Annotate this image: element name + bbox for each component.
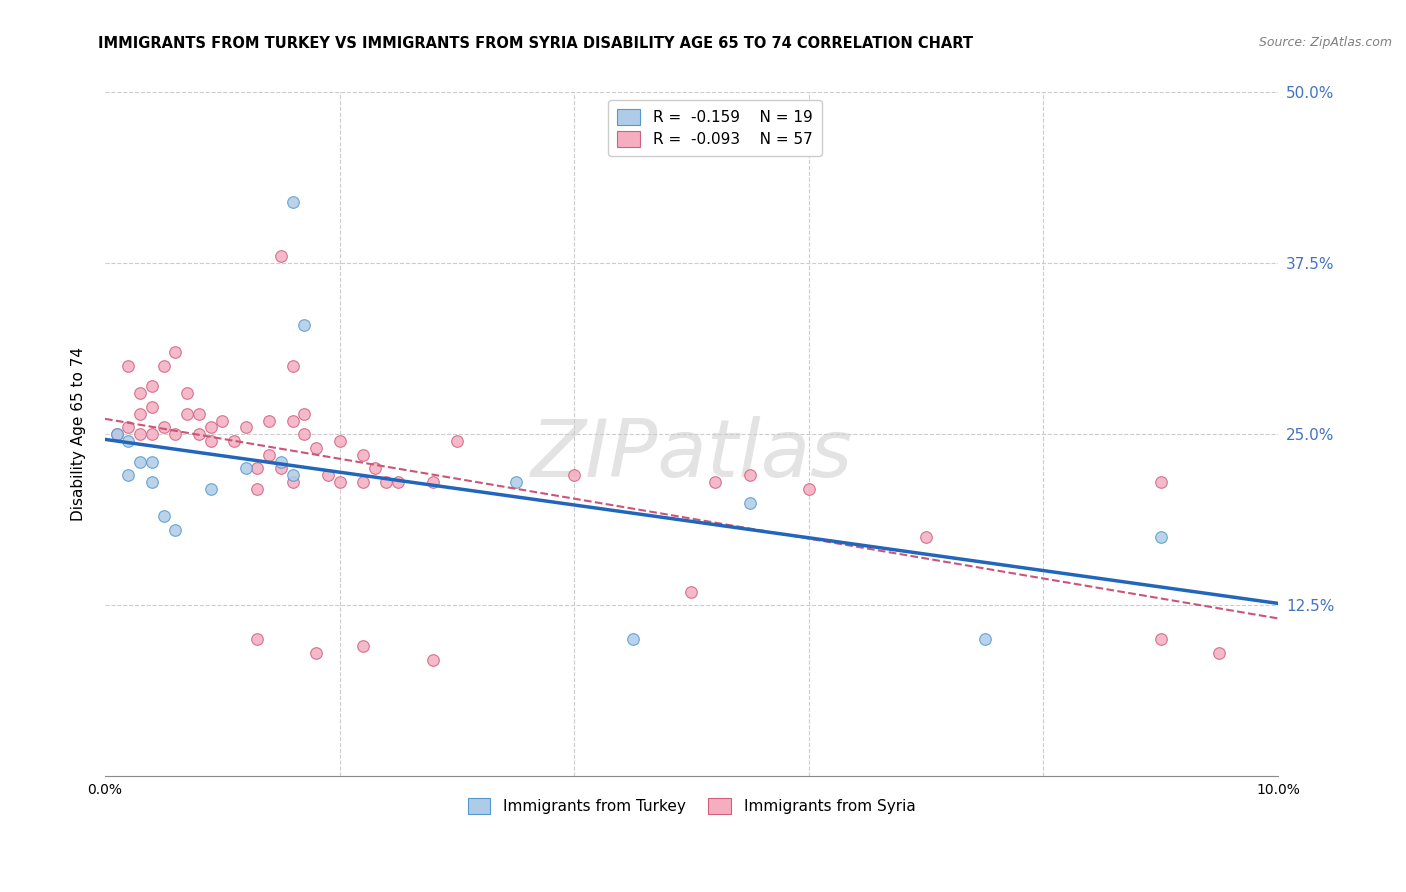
Point <box>375 475 398 490</box>
Point <box>129 455 152 469</box>
Point <box>257 414 280 428</box>
Point <box>165 345 187 359</box>
Point <box>1149 632 1171 647</box>
Point <box>281 475 304 490</box>
Point <box>141 455 163 469</box>
Point <box>165 427 187 442</box>
Point <box>117 434 139 449</box>
Point <box>187 427 209 442</box>
Point <box>387 475 409 490</box>
Point <box>117 468 139 483</box>
Point <box>141 400 163 414</box>
Point <box>281 414 304 428</box>
Text: ZIPatlas: ZIPatlas <box>530 416 852 494</box>
Point <box>505 475 527 490</box>
Point <box>200 482 222 496</box>
Point <box>352 448 374 462</box>
Point <box>329 434 352 449</box>
Point <box>446 434 468 449</box>
Point <box>165 523 187 537</box>
Point <box>703 475 725 490</box>
Point <box>316 468 339 483</box>
Point <box>141 427 163 442</box>
Point <box>246 461 269 475</box>
Point <box>141 475 163 490</box>
Point <box>246 482 269 496</box>
Point <box>222 434 245 449</box>
Point <box>1149 530 1171 544</box>
Point <box>152 420 174 434</box>
Point <box>270 461 292 475</box>
Point <box>740 496 762 510</box>
Point <box>105 427 128 442</box>
Text: IMMIGRANTS FROM TURKEY VS IMMIGRANTS FROM SYRIA DISABILITY AGE 65 TO 74 CORRELAT: IMMIGRANTS FROM TURKEY VS IMMIGRANTS FRO… <box>98 36 973 51</box>
Point <box>305 646 328 660</box>
Point <box>281 194 304 209</box>
Point <box>364 461 387 475</box>
Point <box>141 379 163 393</box>
Point <box>270 250 292 264</box>
Point <box>422 653 444 667</box>
Point <box>117 420 139 434</box>
Point <box>740 468 762 483</box>
Point <box>200 434 222 449</box>
Point <box>915 530 938 544</box>
Point <box>352 475 374 490</box>
Point <box>187 407 209 421</box>
Point <box>681 584 703 599</box>
Point <box>200 420 222 434</box>
Point <box>281 359 304 373</box>
Point <box>1208 646 1230 660</box>
Point <box>352 639 374 653</box>
Point <box>246 632 269 647</box>
Point <box>257 448 280 462</box>
Point <box>422 475 444 490</box>
Point <box>117 359 139 373</box>
Point <box>329 475 352 490</box>
Point <box>211 414 233 428</box>
Point <box>129 407 152 421</box>
Point <box>176 407 198 421</box>
Point <box>305 441 328 455</box>
Point <box>292 427 315 442</box>
Point <box>152 509 174 524</box>
Point <box>797 482 820 496</box>
Point <box>562 468 585 483</box>
Point <box>292 318 315 332</box>
Point <box>1149 475 1171 490</box>
Point <box>105 427 128 442</box>
Point <box>270 455 292 469</box>
Point <box>235 420 257 434</box>
Y-axis label: Disability Age 65 to 74: Disability Age 65 to 74 <box>72 347 86 521</box>
Text: Source: ZipAtlas.com: Source: ZipAtlas.com <box>1258 36 1392 49</box>
Legend: Immigrants from Turkey, Immigrants from Syria: Immigrants from Turkey, Immigrants from … <box>458 789 925 823</box>
Point <box>152 359 174 373</box>
Point <box>621 632 644 647</box>
Point <box>176 386 198 401</box>
Point <box>281 468 304 483</box>
Point <box>235 461 257 475</box>
Point <box>129 386 152 401</box>
Point <box>973 632 995 647</box>
Point <box>129 427 152 442</box>
Point <box>292 407 315 421</box>
